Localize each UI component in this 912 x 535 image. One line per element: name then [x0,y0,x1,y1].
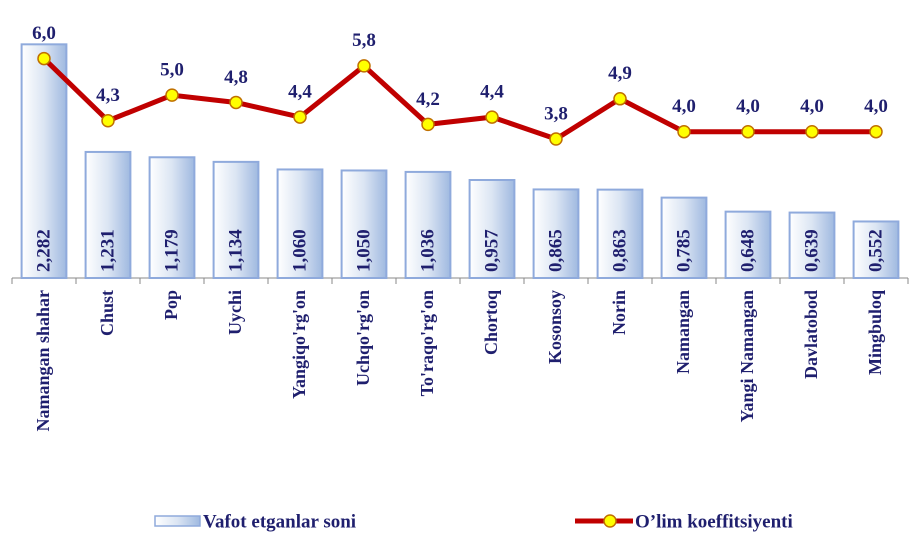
line [42,56,876,142]
bar [468,179,516,280]
x-tick-label: Kosonsoy [545,290,565,364]
bar [20,43,68,280]
bar-value-label: 0,863 [609,229,630,272]
bar-value-label: 0,957 [481,229,502,272]
bar-value-label: 0,552 [865,229,886,272]
line-value-label: 4,3 [96,85,120,106]
line-value-label: 4,2 [416,89,440,110]
line-marker [549,132,563,146]
line-marker [101,113,115,128]
bar-value-label: 1,231 [97,229,118,272]
line-marker [869,124,883,139]
bar [660,196,708,279]
line-value-label: 4,0 [736,96,760,117]
bar [148,156,196,279]
bar [84,150,132,279]
bar-value-label: 1,134 [225,229,246,272]
line-value-label: 4,9 [608,63,632,84]
line-value-label: 4,8 [224,67,248,88]
line-marker [677,124,691,139]
line-marker [165,88,179,102]
bar-value-label: 1,179 [161,229,182,272]
line-marker [229,95,243,110]
x-tick-label: Chortoq [481,290,501,355]
line-value-label: 3,8 [544,103,568,124]
line-marker [293,110,307,124]
line-value-label: 4,4 [288,81,312,102]
x-tick-label: Mingbuloq [865,290,885,375]
x-tick-label: Namangan [673,290,693,374]
line-value-label: 4,0 [672,96,696,117]
x-tick-label: Uychi [225,290,245,335]
x-tick-label: Norin [609,290,629,335]
bar-value-label: 1,060 [289,229,310,272]
line-marker [613,92,627,106]
bar-value-label: 0,785 [673,229,694,272]
bar [340,169,388,279]
line-value-label: 5,8 [352,30,376,51]
x-tick-label: Yangi Namangan [737,290,757,423]
x-tick-label: Chust [97,290,117,336]
bar-value-label: 1,036 [417,229,438,272]
bar [852,220,900,280]
legend-label: O’lim koeffitsiyenti [635,511,793,532]
bar [276,168,324,279]
line-value-label: 5,0 [160,60,184,81]
bar [724,210,772,280]
x-tick-label: Namangan shahar [33,290,53,432]
x-tick-label: Uchqo'rg'on [353,290,373,386]
line-marker [741,124,755,139]
x-tick-label: To'raqo'rg'on [417,290,437,396]
line-value-label: 4,0 [864,96,888,117]
x-tick-label: Yangiqo'rg'on [289,290,309,399]
bar [404,170,452,280]
line-value-label: 6,0 [32,23,56,44]
line-marker [805,124,819,139]
bar [596,188,644,279]
bar [212,160,260,279]
bar-value-label: 2,282 [33,229,54,272]
bar [532,188,580,279]
bar-value-label: 1,050 [353,229,374,272]
x-tick-label: Davlatobod [801,290,821,379]
bar [788,211,836,280]
line-marker [485,110,499,124]
line-value-label: 4,4 [480,81,504,102]
x-tick-label: Pop [161,290,181,320]
bar-value-label: 0,639 [801,229,822,272]
bar-value-label: 0,648 [737,229,758,272]
legend-swatch [154,515,201,527]
bar-value-label: 0,865 [545,229,566,272]
line-value-label: 4,0 [800,96,824,117]
line-marker [37,51,51,66]
line-marker [357,59,371,73]
legend-marker [603,514,617,528]
line-marker [421,117,435,132]
legend-label: Vafot etganlar soni [203,511,356,532]
